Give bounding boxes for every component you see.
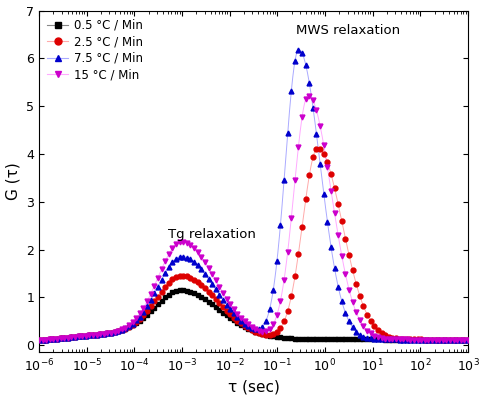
Text: Tg relaxation: Tg relaxation [167, 228, 255, 241]
X-axis label: τ (sec): τ (sec) [227, 380, 279, 394]
Text: MWS relaxation: MWS relaxation [296, 24, 400, 37]
Y-axis label: G (τ): G (τ) [5, 163, 20, 200]
Legend: 0.5 °C / Min, 2.5 °C / Min, 7.5 °C / Min, 15 °C / Min: 0.5 °C / Min, 2.5 °C / Min, 7.5 °C / Min… [45, 16, 146, 84]
